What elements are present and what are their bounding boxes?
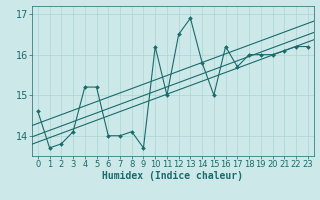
X-axis label: Humidex (Indice chaleur): Humidex (Indice chaleur) [102,171,243,181]
